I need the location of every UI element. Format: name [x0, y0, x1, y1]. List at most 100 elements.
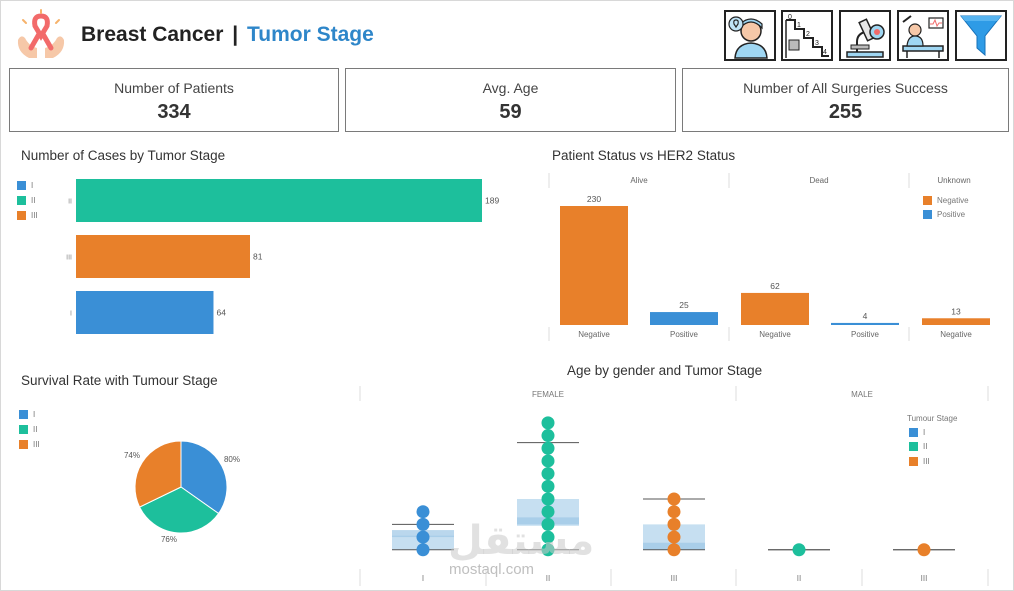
her2-panel-label: Dead [809, 176, 828, 185]
svg-text:2: 2 [806, 31, 810, 38]
her2-data-label: 13 [951, 306, 961, 316]
age-point-ii [541, 517, 555, 531]
her2-data-label: 4 [863, 311, 868, 321]
her2-legend-negative[interactable]: Negative [923, 196, 969, 206]
title-part-1: Breast Cancer [81, 23, 224, 46]
age-point-iii [667, 505, 681, 519]
age-point-iii [667, 492, 681, 506]
age-tick-label: I [422, 574, 424, 583]
her2-panel-label: Unknown [937, 176, 970, 185]
cases-tick-label: I [70, 311, 72, 318]
her2-data-label: 230 [587, 194, 601, 204]
cases-data-label: 81 [253, 252, 263, 262]
age-point-ii [541, 543, 555, 557]
doctor-ribbon-icon[interactable] [724, 10, 776, 61]
her2-bar-dead-negative [741, 292, 809, 325]
age-point-i [416, 530, 430, 544]
her2-tick-label: Negative [940, 330, 972, 339]
stages-staircase-icon[interactable]: 0 1 2 3 4 [781, 10, 833, 61]
age-legend-i[interactable]: I [909, 428, 925, 438]
svg-text:0: 0 [788, 14, 792, 21]
age-tick-label: II [546, 574, 550, 583]
age-point-iii [667, 530, 681, 544]
age-point-i [416, 517, 430, 531]
survival-chart-title: Survival Rate with Tumour Stage [21, 373, 218, 388]
microscope-icon[interactable] [839, 10, 891, 61]
cases-bar-iii [76, 235, 250, 278]
survival-legend-iii[interactable]: III [19, 440, 40, 450]
cases-tick-label: II [68, 199, 72, 206]
pie-label: 76% [161, 535, 177, 544]
age-legend-title: Tumour Stage [907, 414, 958, 423]
kpi-surgeries-success: Number of All Surgeries Success 255 [682, 68, 1009, 132]
age-point-i [416, 505, 430, 519]
kpi-label: Number of All Surgeries Success [743, 80, 948, 96]
cases-data-label: 64 [216, 308, 226, 318]
her2-data-label: 62 [770, 281, 780, 291]
title-separator: | [232, 23, 239, 46]
her2-bar-unknown-negative [922, 318, 990, 325]
survival-legend-ii[interactable]: II [19, 425, 37, 435]
kpi-label: Avg. Age [482, 80, 539, 96]
age-point-ii [541, 429, 555, 443]
svg-text:3: 3 [815, 40, 819, 47]
svg-text:1: 1 [797, 22, 801, 29]
her2-tick-label: Positive [670, 330, 699, 339]
kpi-number-of-patients: Number of Patients 334 [9, 68, 339, 132]
cases-legend-i[interactable]: I [17, 181, 33, 191]
age-legend-iii[interactable]: III [909, 457, 930, 467]
her2-tick-label: Negative [759, 330, 791, 339]
age-tick-label: III [921, 574, 928, 583]
her2-legend-positive[interactable]: Positive [923, 210, 965, 220]
cases-bar-chart: II 189 III 81 I 64 [66, 179, 499, 334]
age-legend-ii[interactable]: II [909, 442, 927, 452]
age-point-ii [541, 530, 555, 544]
kpi-label: Number of Patients [114, 80, 234, 96]
age-point-ii [541, 479, 555, 493]
kpi-value: 255 [828, 101, 863, 123]
age-point-ii [541, 441, 555, 455]
pie-slice-i [180, 440, 228, 515]
cases-tick-label: III [66, 255, 72, 262]
age-panel-label: MALE [851, 390, 873, 399]
age-point-ii [541, 454, 555, 468]
her2-bar-chart: Alive Dead Unknown 230 Negative 25 Positive 62 N… [548, 173, 990, 341]
cases-legend-iii[interactable]: III [17, 211, 38, 221]
cases-legend-ii[interactable]: II [17, 196, 35, 206]
kpi-value: 334 [157, 101, 191, 123]
her2-bar-alive-negative [560, 206, 628, 325]
survival-legend-i[interactable]: I [19, 410, 35, 420]
page-title: Breast Cancer | Tumor Stage [81, 23, 374, 47]
cases-bar-i [76, 291, 214, 334]
her2-tick-label: Positive [851, 330, 880, 339]
her2-chart-title: Patient Status vs HER2 Status [552, 148, 736, 163]
her2-bar-dead-positive [831, 322, 899, 325]
cases-chart-title: Number of Cases by Tumor Stage [21, 148, 226, 163]
age-point-iii [667, 517, 681, 531]
age-point-ii [541, 467, 555, 481]
age-point-iii [917, 543, 931, 557]
age-point-ii [541, 492, 555, 506]
title-part-2: Tumor Stage [246, 23, 374, 46]
watermark-url: mostaql.com [449, 561, 535, 578]
surgery-icon[interactable] [897, 10, 949, 61]
watermark-logo: مستقل [448, 519, 595, 563]
her2-bar-alive-positive [650, 312, 718, 325]
pie-label: 74% [124, 451, 140, 460]
her2-data-label: 25 [679, 300, 689, 310]
cases-bar-ii [76, 179, 482, 222]
filter-funnel-icon[interactable] [955, 10, 1007, 61]
age-tick-label: II [797, 574, 801, 583]
age-point-i [416, 543, 430, 557]
her2-panel-label: Alive [630, 176, 648, 185]
age-tick-label: III [671, 574, 678, 583]
age-point-ii [541, 416, 555, 430]
kpi-value: 59 [499, 101, 522, 123]
pie-label: 80% [224, 455, 240, 464]
her2-tick-label: Negative [578, 330, 610, 339]
pie-slice-ii [138, 486, 220, 534]
cases-data-label: 189 [485, 196, 499, 206]
pie-slice-iii [134, 440, 182, 508]
